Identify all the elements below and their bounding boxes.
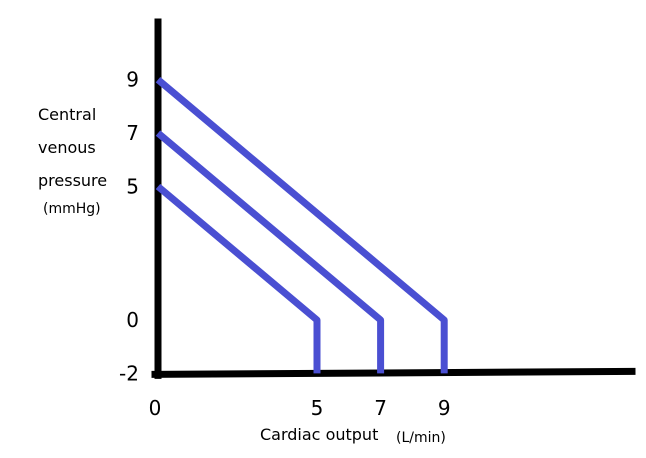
series-line-3 [155, 77, 448, 374]
y-tick-label-5: -2 [119, 361, 139, 385]
x-axis-label: Cardiac output (L/min) [260, 425, 446, 446]
y-axis-label-unit: (mmHg) [43, 201, 101, 217]
y-axis-label-line-1: Central [38, 105, 96, 124]
series-line-2 [155, 130, 385, 374]
y-tick-label-4: 0 [126, 308, 139, 332]
x-tick-label-1: 0 [149, 396, 162, 420]
y-tick-label-3: 5 [126, 175, 139, 199]
x-axis-label-main: Cardiac output [260, 425, 378, 444]
tick-labels: 9 7 5 0 -2 0 5 7 9 [119, 68, 451, 420]
x-tick-label-2: 5 [311, 396, 324, 420]
y-tick-label-2: 7 [126, 121, 139, 145]
x-tick-label-4: 9 [438, 396, 451, 420]
series-line-1 [155, 183, 321, 374]
axes [151, 18, 636, 379]
y-axis-label: Central venous pressure (mmHg) [38, 105, 107, 217]
x-axis-line [151, 367, 636, 378]
series-layer [155, 77, 448, 374]
y-tick-label-1: 9 [126, 68, 139, 92]
x-tick-label-3: 7 [374, 396, 387, 420]
x-axis-label-unit: (L/min) [396, 430, 446, 446]
y-axis-label-line-3: pressure [38, 171, 107, 190]
y-axis-label-line-2: venous [38, 138, 96, 157]
